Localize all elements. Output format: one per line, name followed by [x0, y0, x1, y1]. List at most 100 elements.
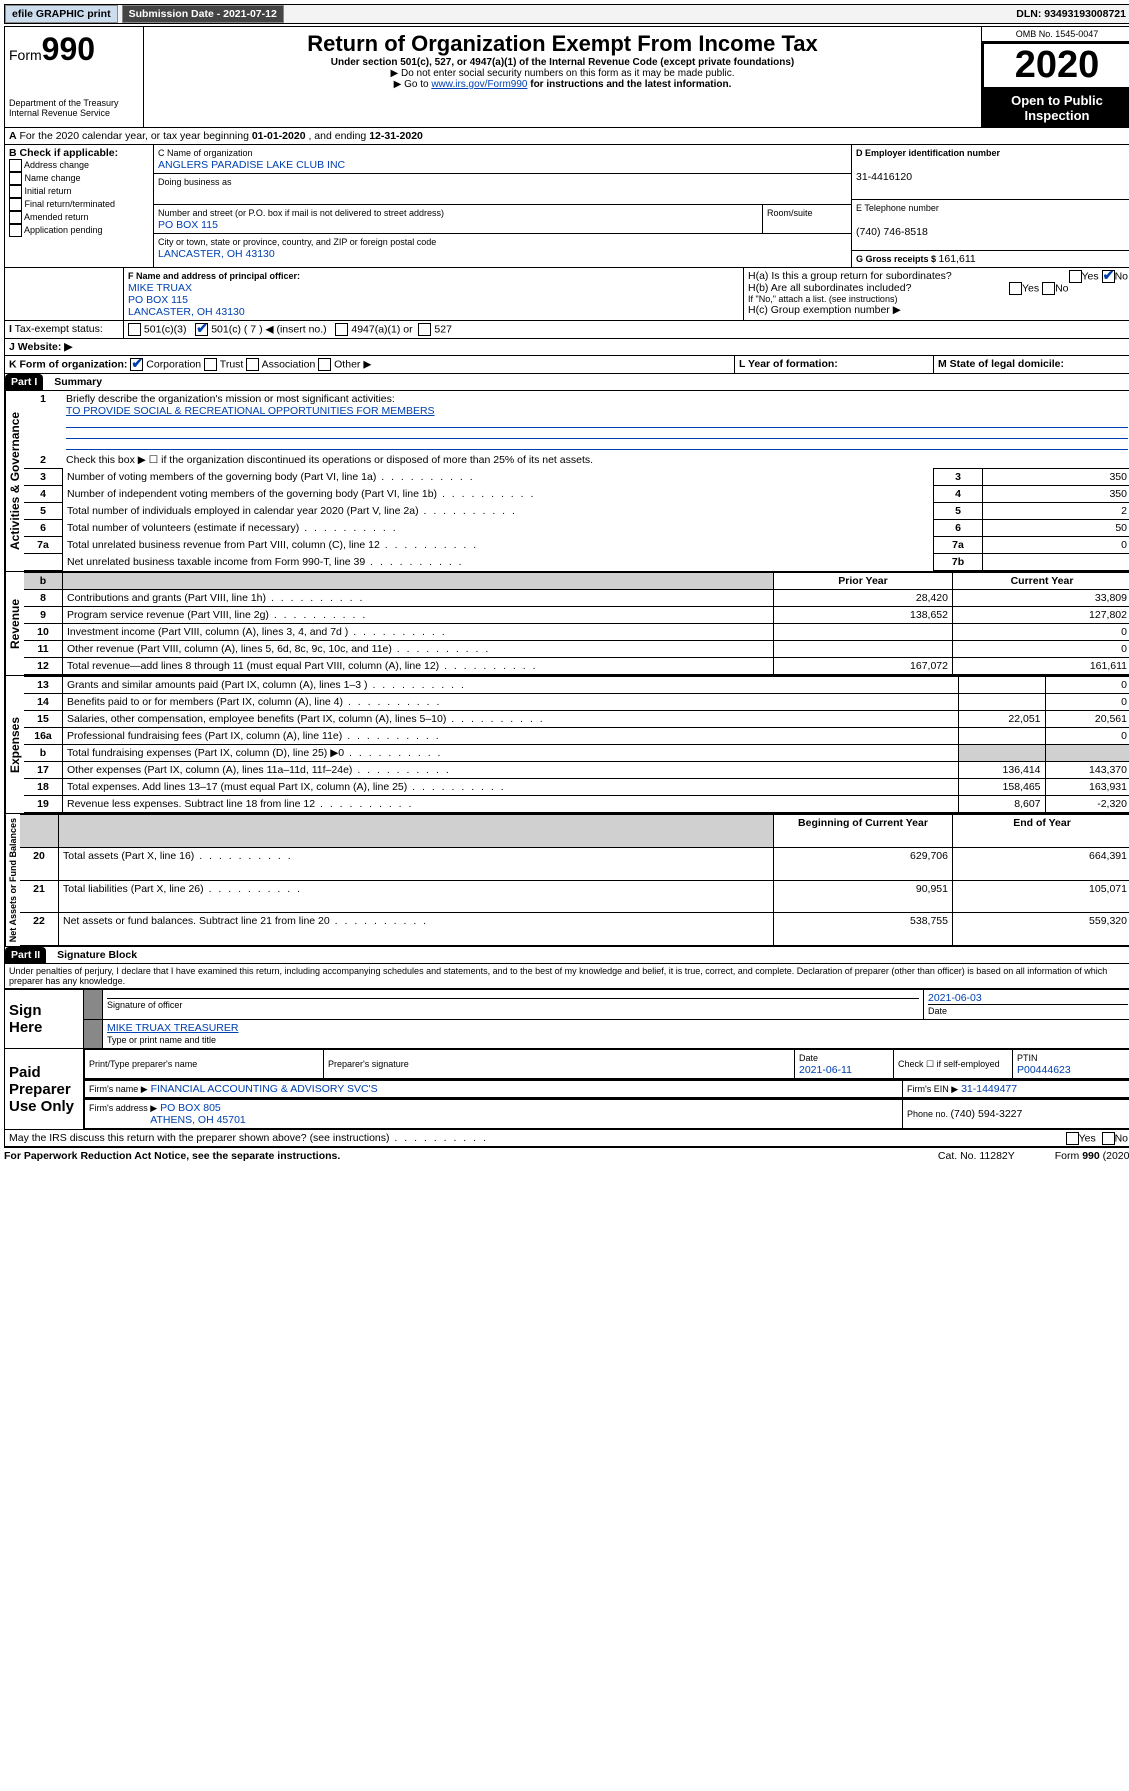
part2-title: Signature Block	[49, 949, 137, 961]
vlabel-revenue: Revenue	[5, 572, 24, 675]
mission: TO PROVIDE SOCIAL & RECREATIONAL OPPORTU…	[66, 405, 435, 417]
ptin: P00444623	[1017, 1064, 1071, 1076]
room-label: Room/suite	[767, 208, 813, 218]
city-label: City or town, state or province, country…	[158, 237, 436, 247]
firm-name: FINANCIAL ACCOUNTING & ADVISORY SVC'S	[151, 1083, 378, 1095]
efile-print-btn[interactable]: efile GRAPHIC print	[5, 5, 118, 23]
form-title: Return of Organization Exempt From Incom…	[148, 31, 977, 57]
d-label: D Employer identification number	[856, 148, 1000, 158]
subtitle-2: ▶ Do not enter social security numbers o…	[148, 68, 977, 79]
officer-printed: MIKE TRUAX TREASURER	[107, 1022, 238, 1034]
i-label: Tax-exempt status:	[15, 323, 103, 335]
part1-title: Summary	[46, 376, 102, 388]
i-501c3[interactable]	[128, 323, 141, 336]
discuss-row: May the IRS discuss this return with the…	[4, 1130, 1129, 1147]
hb-no[interactable]	[1042, 282, 1055, 295]
vlabel-expenses: Expenses	[5, 676, 24, 813]
street-address: PO BOX 115	[158, 219, 218, 231]
k-assoc[interactable]	[246, 358, 259, 371]
perjury-statement: Under penalties of perjury, I declare th…	[4, 964, 1129, 989]
hb-yes[interactable]	[1009, 282, 1022, 295]
sig-date: 2021-06-03	[928, 992, 982, 1004]
part2-tab: Part II	[5, 947, 46, 963]
ein: 31-4416120	[856, 171, 912, 183]
m-label: M State of legal domicile:	[938, 358, 1064, 370]
tax-year: 2020	[982, 42, 1129, 89]
vlabel-governance: Activities & Governance	[5, 391, 24, 571]
i-527[interactable]	[418, 323, 431, 336]
h-c: H(c) Group exemption number ▶	[748, 304, 901, 316]
submission-date: 2021-07-12	[223, 8, 277, 20]
dln-label: DLN:	[1016, 8, 1044, 20]
org-name: ANGLERS PARADISE LAKE CLUB INC	[158, 159, 345, 171]
tax-exempt-row: I Tax-exempt status: 501(c)(3) 501(c) ( …	[4, 321, 1129, 339]
firm-addr2: ATHENS, OH 45701	[150, 1114, 246, 1126]
type-name-label: Type or print name and title	[107, 1035, 216, 1045]
subtitle-3: ▶ Go to www.irs.gov/Form990 for instruct…	[148, 79, 977, 90]
officer-name: MIKE TRUAX	[128, 282, 192, 294]
i-4947[interactable]	[335, 323, 348, 336]
paid-preparer: Paid Preparer Use Only	[5, 1049, 84, 1130]
date-label: Date	[928, 1006, 947, 1016]
e-label: E Telephone number	[856, 203, 939, 213]
form-number: Form990	[9, 31, 139, 68]
line-a: A For the 2020 calendar year, or tax yea…	[4, 128, 1129, 145]
officer-h-block: F Name and address of principal officer:…	[4, 268, 1129, 321]
l-label: L Year of formation:	[739, 358, 838, 370]
firm-addr1: PO BOX 805	[160, 1102, 221, 1114]
footer-form: Form 990 (2020)	[1055, 1150, 1129, 1162]
city-state-zip: LANCASTER, OH 43130	[158, 248, 275, 260]
firm-ein: 31-1449477	[961, 1083, 1017, 1095]
omb-number: OMB No. 1545-0047	[982, 27, 1129, 42]
street-label: Number and street (or P.O. box if mail i…	[158, 208, 444, 218]
irs-link[interactable]: www.irs.gov/Form990	[431, 79, 527, 90]
k-trust[interactable]	[204, 358, 217, 371]
part1-tab: Part I	[5, 374, 43, 390]
website-row: J Website: ▶	[4, 339, 1129, 356]
ha-yes[interactable]	[1069, 270, 1082, 283]
check-self: Check ☐ if self-employed	[898, 1059, 1000, 1069]
footer-pra: For Paperwork Reduction Act Notice, see …	[4, 1150, 340, 1162]
dba-label: Doing business as	[158, 177, 232, 187]
b-label: B Check if applicable:	[9, 147, 118, 159]
b-check[interactable]	[9, 198, 22, 211]
sign-here: Sign Here	[5, 990, 84, 1049]
subtitle-1: Under section 501(c), 527, or 4947(a)(1)…	[148, 57, 977, 68]
phone: (740) 746-8518	[856, 226, 928, 238]
f-label: F Name and address of principal officer:	[128, 271, 300, 281]
b-check[interactable]	[9, 224, 22, 237]
officer-street: PO BOX 115	[128, 294, 188, 306]
i-501c[interactable]	[195, 323, 208, 336]
discuss-no[interactable]	[1102, 1132, 1115, 1145]
k-corp[interactable]	[130, 358, 143, 371]
dln-value: 93493193008721	[1044, 8, 1126, 20]
b-check[interactable]	[9, 172, 22, 185]
ha-no[interactable]	[1102, 270, 1115, 283]
h-b: H(b) Are all subordinates included?	[748, 282, 911, 294]
form-header: Form990 Department of the Treasury Inter…	[4, 26, 1129, 128]
k-other[interactable]	[318, 358, 331, 371]
vlabel-net: Net Assets or Fund Balances	[5, 814, 20, 946]
b-check[interactable]	[9, 185, 22, 198]
submission-date-btn: Submission Date - 2021-07-12	[122, 5, 284, 23]
klm-row: K Form of organization: Corporation Trus…	[4, 356, 1129, 374]
line2: Check this box ▶ ☐ if the organization d…	[62, 452, 1129, 468]
efile-top-bar: efile GRAPHIC print Submission Date - 20…	[4, 4, 1129, 24]
prep-name-label: Print/Type preparer's name	[89, 1059, 197, 1069]
open-to-public: Open to Public Inspection	[982, 89, 1129, 127]
gross-receipts: 161,611	[939, 253, 976, 265]
firm-phone: (740) 594-3227	[951, 1108, 1023, 1120]
officer-city: LANCASTER, OH 43130	[128, 306, 245, 318]
prep-date: 2021-06-11	[799, 1064, 852, 1076]
h-a: H(a) Is this a group return for subordin…	[748, 270, 952, 282]
sig-officer-label: Signature of officer	[107, 1000, 182, 1010]
k-label: K Form of organization:	[9, 358, 127, 370]
discuss-yes[interactable]	[1066, 1132, 1079, 1145]
b-check[interactable]	[9, 211, 22, 224]
b-check[interactable]	[9, 159, 22, 172]
dept-treasury: Department of the Treasury Internal Reve…	[9, 98, 139, 118]
dln: DLN: 93493193008721	[1010, 6, 1129, 22]
entity-info-block: B Check if applicable: Address change Na…	[4, 145, 1129, 268]
prep-sig-label: Preparer's signature	[328, 1059, 409, 1069]
h-note: If "No," attach a list. (see instruction…	[748, 294, 1128, 304]
